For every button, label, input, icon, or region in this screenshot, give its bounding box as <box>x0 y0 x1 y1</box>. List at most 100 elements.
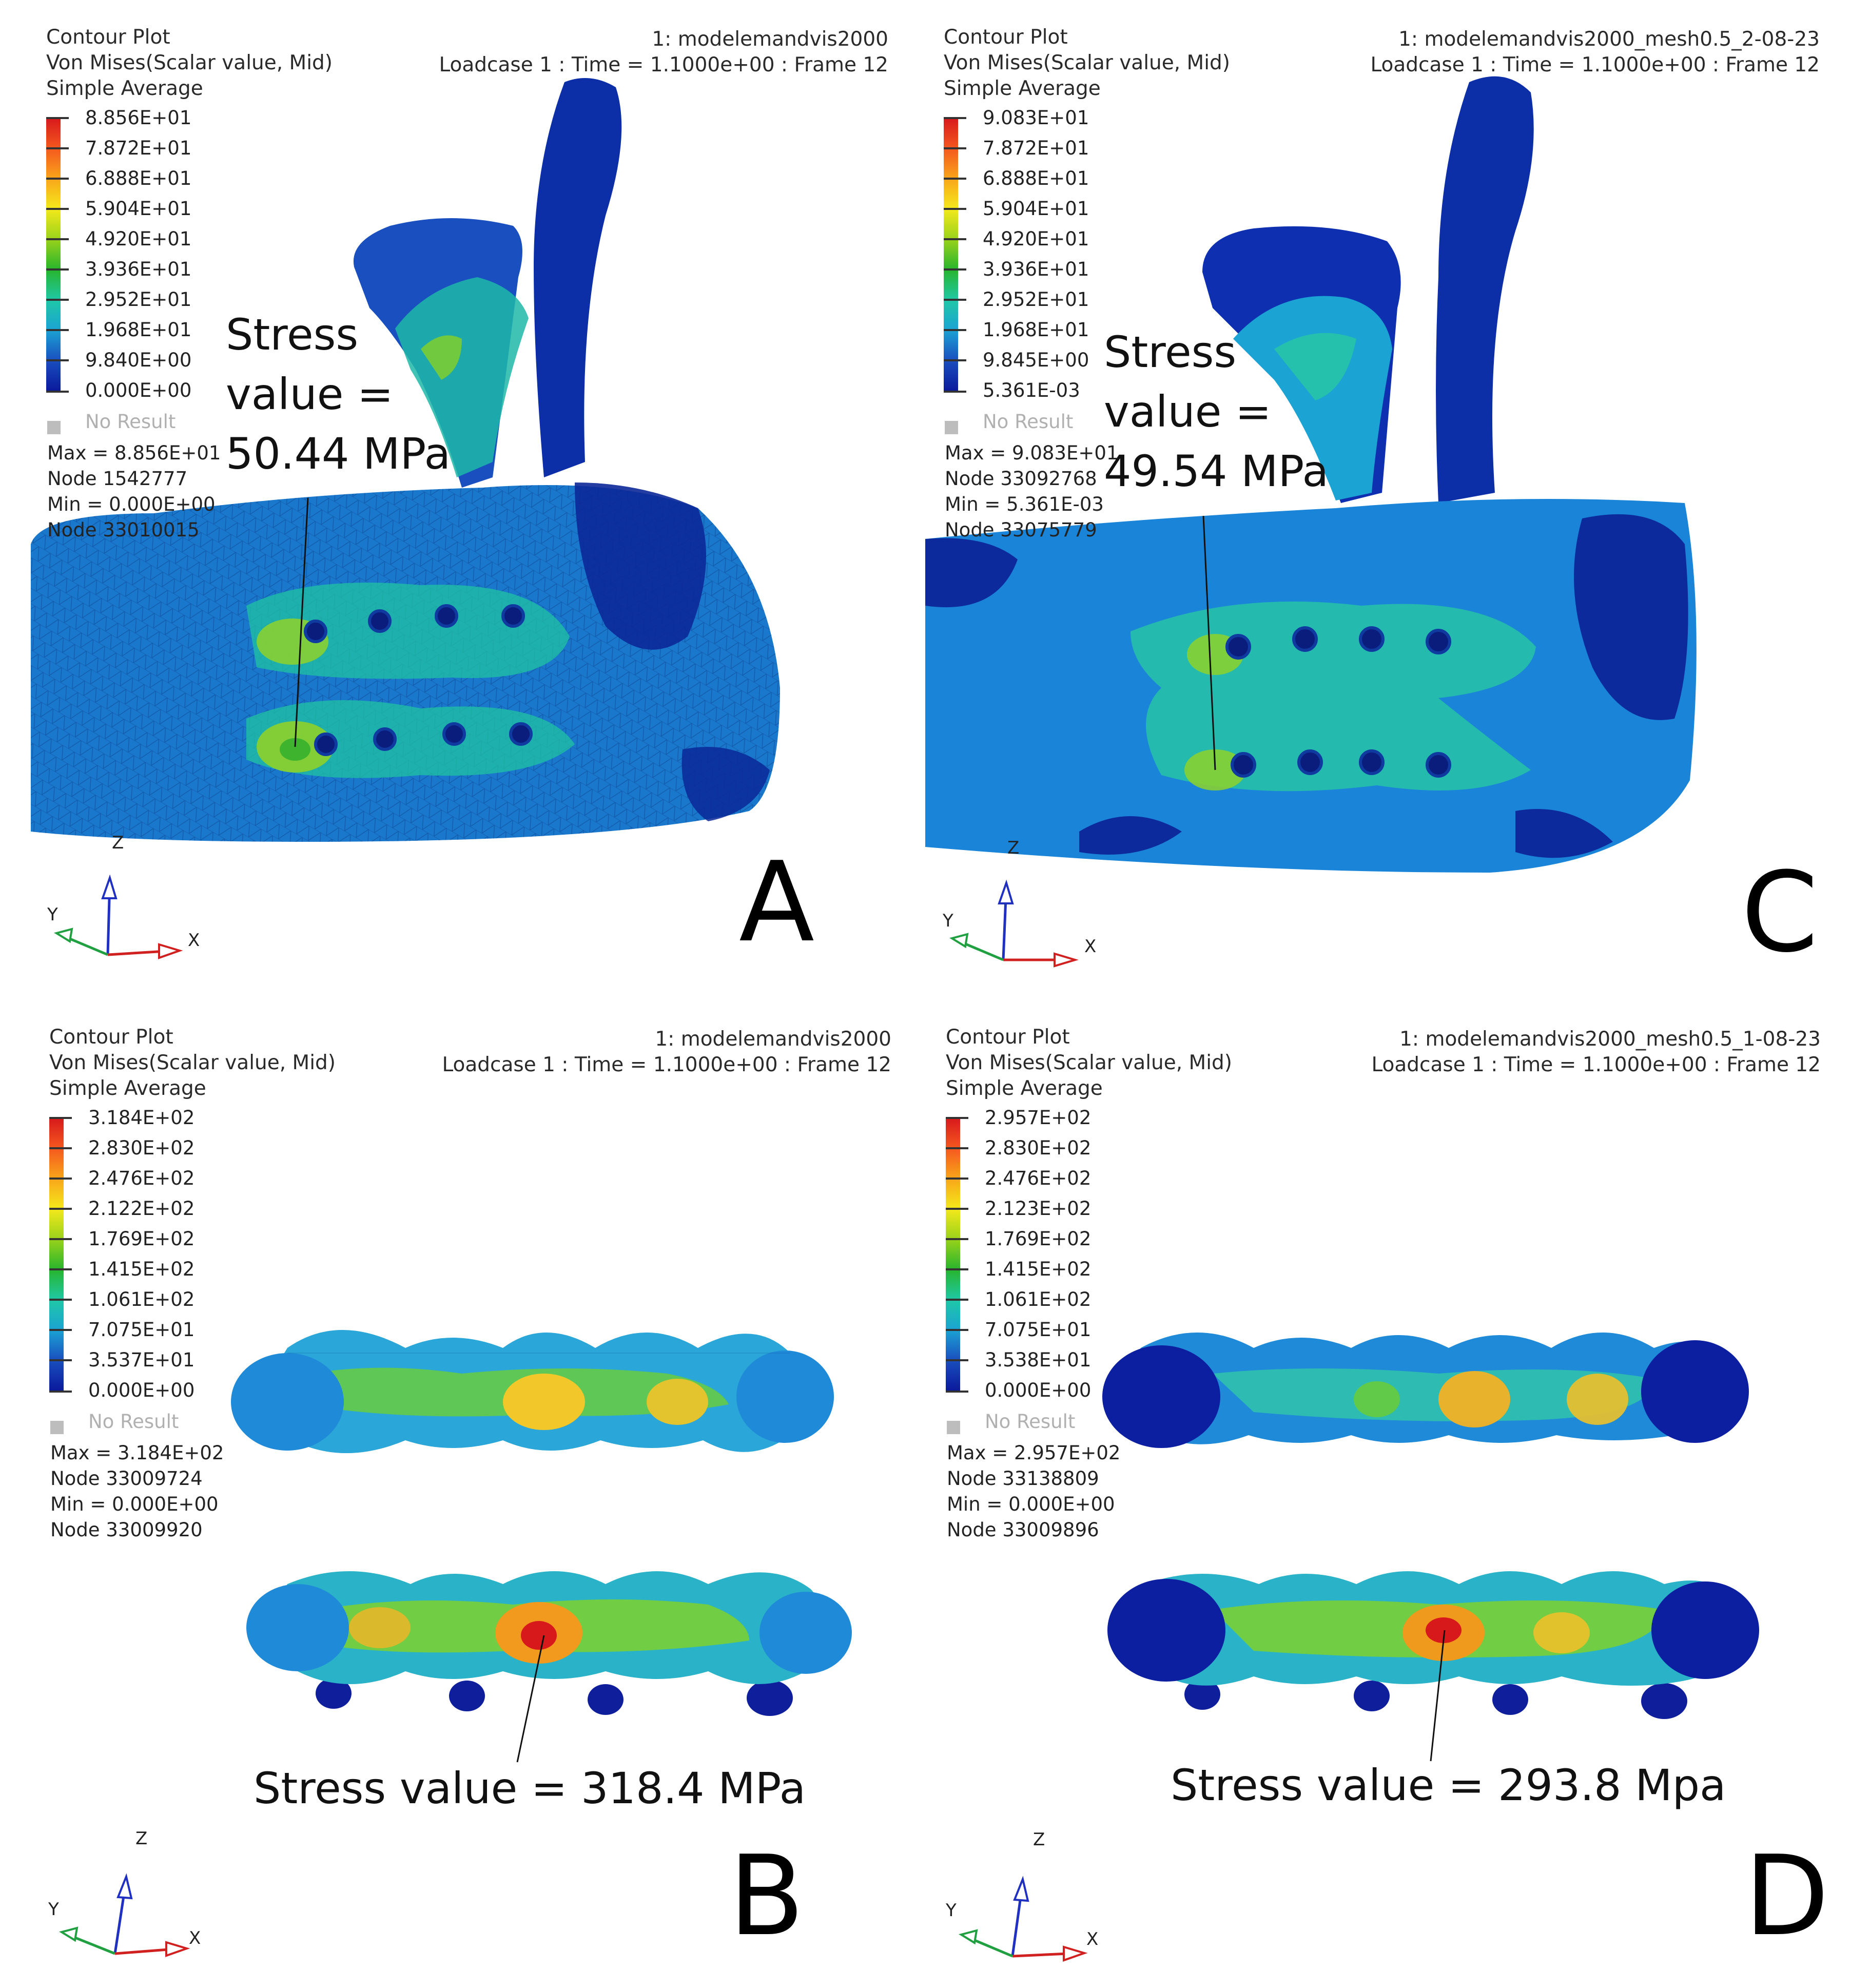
plot-header-left: Contour Plot Von Mises(Scalar value, Mid… <box>46 25 333 102</box>
legend-swatch <box>49 1118 64 1148</box>
axis-x-label: X <box>1084 936 1097 957</box>
stat-line: Node 33010015 <box>47 519 200 541</box>
plate-top <box>1102 1333 1749 1448</box>
legend-swatch <box>46 179 61 209</box>
no-result-label: No Result <box>985 1411 1076 1433</box>
no-result-swatch <box>945 421 958 434</box>
legend-value: 7.075E+01 <box>88 1319 195 1341</box>
stat-line: Min = 0.000E+00 <box>50 1493 219 1515</box>
stress-callout: Stress value = 318.4 MPa <box>254 1759 806 1818</box>
header-line: 1: modelemandvis2000_mesh0.5_2-08-23 <box>1398 28 1820 51</box>
no-result-label: No Result <box>983 411 1074 433</box>
legend-value: 5.361E-03 <box>983 379 1080 401</box>
legend-value: 1.968E+01 <box>85 319 192 341</box>
panel-c: Contour Plot Von Mises(Scalar value, Mid… <box>925 0 1850 994</box>
legend-swatch <box>46 118 61 148</box>
legend-swatch <box>46 239 61 269</box>
legend-swatch <box>944 118 958 148</box>
no-result-swatch <box>947 1421 960 1434</box>
legend-value: 0.000E+00 <box>985 1379 1092 1401</box>
legend-swatch <box>946 1330 960 1360</box>
header-line: Von Mises(Scalar value, Mid) <box>49 1051 336 1074</box>
legend-swatch <box>946 1179 960 1209</box>
legend-value: 3.537E+01 <box>88 1349 195 1371</box>
axis-y-label: Y <box>47 904 58 925</box>
legend-swatch <box>946 1148 960 1179</box>
header-line: 1: modelemandvis2000 <box>652 28 888 51</box>
legend-value: 1.415E+02 <box>88 1258 195 1280</box>
legend-value: 3.184E+02 <box>88 1107 195 1129</box>
legend-value: 2.830E+02 <box>985 1137 1092 1159</box>
plate-top <box>231 1330 834 1453</box>
legend-swatch <box>49 1360 64 1391</box>
stress-callout: Stress value = 49.54 MPa <box>1104 322 1329 501</box>
axis-x-label: X <box>188 930 200 951</box>
plot-header-right: 1: modelemandvis2000 Loadcase 1 : Time =… <box>439 27 888 78</box>
legend-value: 1.769E+02 <box>88 1228 195 1250</box>
legend-swatch <box>49 1179 64 1209</box>
legend-swatch <box>46 209 61 239</box>
legend-swatch <box>946 1239 960 1269</box>
legend-swatch <box>944 300 958 330</box>
legend-value: 2.123E+02 <box>985 1198 1092 1220</box>
legend-value: 9.845E+00 <box>983 349 1089 371</box>
stat-line: Node 1542777 <box>47 468 188 490</box>
callout-line: value = <box>1104 387 1272 437</box>
header-line: Simple Average <box>944 77 1101 100</box>
legend-value: 6.888E+01 <box>983 167 1089 189</box>
header-line: Loadcase 1 : Time = 1.1000e+00 : Frame 1… <box>1370 53 1820 76</box>
plot-header-left: Contour Plot Von Mises(Scalar value, Mid… <box>944 25 1230 102</box>
legend-swatch <box>944 330 958 360</box>
stat-line: Min = 0.000E+00 <box>47 493 216 515</box>
stat-line: Max = 9.083E+01 <box>945 442 1119 464</box>
plate-bottom <box>1107 1571 1759 1719</box>
no-result-swatch <box>50 1421 64 1434</box>
callout-line: Stress <box>226 310 359 360</box>
legend-value: 4.920E+01 <box>85 228 192 250</box>
header-line: 1: modelemandvis2000 <box>655 1028 891 1051</box>
axis-z-label: Z <box>112 833 124 853</box>
no-result-label: No Result <box>88 1411 179 1433</box>
plate-mesh-d <box>958 1333 1759 1962</box>
legend-value: 3.936E+01 <box>85 258 192 280</box>
plot-header-left: Contour Plot Von Mises(Scalar value, Mid… <box>946 1025 1232 1102</box>
plot-header-left: Contour Plot Von Mises(Scalar value, Mid… <box>49 1025 336 1102</box>
legend-value: 9.083E+01 <box>983 107 1089 129</box>
legend-swatch <box>49 1148 64 1179</box>
legend-value: 0.000E+00 <box>88 1379 195 1401</box>
legend-value: 3.936E+01 <box>983 258 1089 280</box>
stat-line: Node 33092768 <box>945 468 1097 490</box>
plate-mesh-b <box>59 1330 852 1957</box>
legend-value: 1.769E+02 <box>985 1228 1092 1250</box>
legend-value: 7.872E+01 <box>85 137 192 159</box>
axis-z-label: Z <box>135 1828 148 1849</box>
header-line: Loadcase 1 : Time = 1.1000e+00 : Frame 1… <box>442 1053 891 1076</box>
callout-line: 49.54 MPa <box>1104 446 1329 496</box>
header-line: Contour Plot <box>49 1026 173 1049</box>
stress-callout: Stress value = 50.44 MPa <box>226 305 451 484</box>
axis-x-label: X <box>189 1928 201 1948</box>
min-max-stats: Max = 3.184E+02 Node 33009724 Min = 0.00… <box>50 1440 224 1543</box>
legend-swatch <box>946 1300 960 1330</box>
header-line: Von Mises(Scalar value, Mid) <box>46 51 333 74</box>
stat-line: Node 33009896 <box>947 1519 1099 1541</box>
legend-value: 2.830E+02 <box>88 1137 195 1159</box>
legend-value: 8.856E+01 <box>85 107 192 129</box>
callout-line: Stress <box>1104 327 1237 377</box>
stat-line: Node 33138809 <box>947 1468 1099 1490</box>
mandible-mesh-a <box>31 78 780 959</box>
panel-letter: D <box>1744 1831 1829 1960</box>
panel-a: Contour Plot Von Mises(Scalar value, Mid… <box>0 0 925 994</box>
stat-line: Max = 8.856E+01 <box>47 442 221 464</box>
legend-value: 7.872E+01 <box>983 137 1089 159</box>
header-line: Simple Average <box>46 77 203 100</box>
panel-b: Contour Plot Von Mises(Scalar value, Mid… <box>0 994 925 1987</box>
panel-letter: B <box>729 1831 805 1960</box>
no-result-label: No Result <box>85 411 176 433</box>
callout-line: Stress value = 318.4 MPa <box>254 1763 806 1813</box>
legend-value: 6.888E+01 <box>85 167 192 189</box>
legend-value: 0.000E+00 <box>85 379 192 401</box>
legend-value: 1.415E+02 <box>985 1258 1092 1280</box>
plot-header-right: 1: modelemandvis2000_mesh0.5_1-08-23 Loa… <box>1371 1027 1821 1078</box>
legend-swatch <box>49 1269 64 1300</box>
